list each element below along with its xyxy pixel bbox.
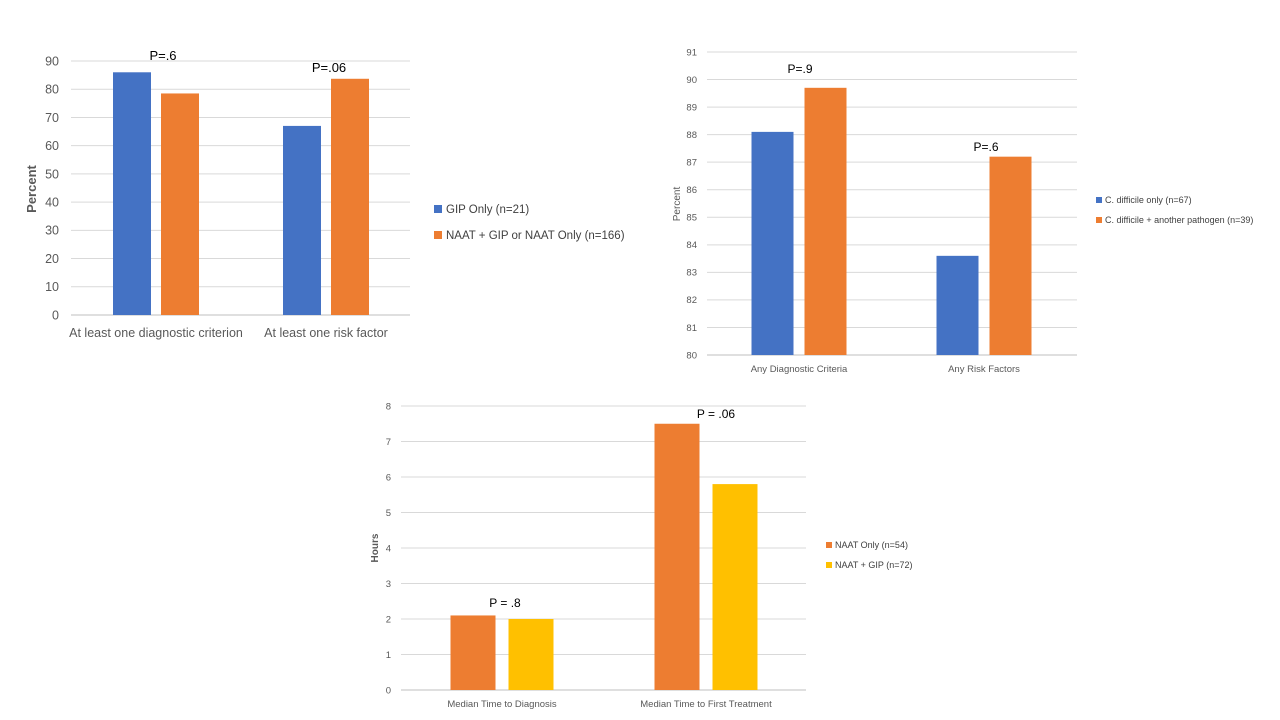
y-tick-label: 80 <box>45 83 59 97</box>
chart-1-yticks: 0 10 20 30 40 50 60 70 80 90 <box>45 54 59 322</box>
legend-label: GIP Only (n=21) <box>446 204 529 216</box>
chart-2-bars <box>751 87 1032 356</box>
y-tick-label: 50 <box>45 167 59 181</box>
legend-label: C. difficile + another pathogen (n=39) <box>1105 215 1253 225</box>
legend-swatch <box>826 542 832 548</box>
chart-1-legend: GIP Only (n=21) NAAT + GIP or NAAT Only … <box>434 204 625 242</box>
y-axis-label: Percent <box>672 187 683 222</box>
legend-swatch <box>434 231 442 239</box>
legend-swatch <box>434 205 442 213</box>
legend-swatch <box>1096 197 1102 203</box>
y-tick-label: 20 <box>45 252 59 266</box>
bar <box>508 619 554 690</box>
y-tick-label: 89 <box>686 102 697 113</box>
x-category-label: Median Time to First Treatment <box>640 699 772 710</box>
bar <box>450 615 496 690</box>
y-tick-label: 85 <box>686 213 697 224</box>
y-tick-label: 1 <box>386 650 391 661</box>
legend-swatch <box>1096 217 1102 223</box>
y-tick-label: 8 <box>386 401 391 412</box>
y-tick-label: 7 <box>386 437 391 448</box>
chart-3-xlabels: Median Time to Diagnosis Median Time to … <box>447 699 772 710</box>
legend-swatch <box>826 562 832 568</box>
y-tick-label: 5 <box>386 508 391 519</box>
chart-3-yticks: 0 1 2 3 4 5 6 7 8 <box>386 401 391 696</box>
bar <box>804 87 847 356</box>
p-value-annotation: P=.9 <box>787 62 812 76</box>
chart-1-annotations: P=.6 P=.06 <box>149 48 346 75</box>
bar <box>161 93 199 315</box>
chart-2-xlabels: Any Diagnostic Criteria Any Risk Factors <box>751 364 1020 375</box>
y-tick-label: 81 <box>686 323 697 334</box>
y-tick-label: 80 <box>686 350 697 361</box>
chart-1-xlabels: At least one diagnostic criterion At lea… <box>69 326 388 340</box>
y-tick-label: 0 <box>386 685 391 696</box>
legend-label: NAAT + GIP or NAAT Only (n=166) <box>446 230 625 242</box>
bar <box>712 484 758 690</box>
p-value-annotation: P=.6 <box>973 140 998 154</box>
chart-3-annotations: P = .8 P = .06 <box>489 407 735 610</box>
x-category-label: At least one diagnostic criterion <box>69 326 243 340</box>
chart-1-bars <box>113 72 369 316</box>
chart-2-annotations: P=.9 P=.6 <box>787 62 998 154</box>
y-tick-label: 60 <box>45 139 59 153</box>
y-tick-label: 2 <box>386 614 391 625</box>
p-value-annotation: P=.6 <box>149 48 176 63</box>
chart-3-bars <box>450 423 758 690</box>
y-tick-label: 83 <box>686 268 697 279</box>
legend-label: NAAT + GIP (n=72) <box>835 560 913 570</box>
bar <box>936 255 979 355</box>
y-tick-label: 30 <box>45 224 59 238</box>
y-tick-label: 90 <box>45 54 59 68</box>
chart-2-yticks: 80 81 82 83 84 85 86 87 88 89 90 91 <box>686 47 697 361</box>
y-tick-label: 86 <box>686 185 697 196</box>
y-axis-label: Percent <box>24 164 39 212</box>
chart-2-legend: C. difficile only (n=67) C. difficile + … <box>1096 195 1253 225</box>
bar <box>989 156 1032 355</box>
y-tick-label: 6 <box>386 472 391 483</box>
y-tick-label: 4 <box>386 543 391 554</box>
y-tick-label: 0 <box>52 308 59 322</box>
y-tick-label: 10 <box>45 280 59 294</box>
y-tick-label: 88 <box>686 130 697 141</box>
x-category-label: Median Time to Diagnosis <box>447 699 557 710</box>
y-tick-label: 70 <box>45 111 59 125</box>
p-value-annotation: P=.06 <box>312 60 346 75</box>
y-axis-label: Hours <box>370 533 381 562</box>
y-tick-label: 3 <box>386 579 391 590</box>
x-category-label: Any Diagnostic Criteria <box>751 364 848 375</box>
bar <box>331 78 369 315</box>
y-tick-label: 91 <box>686 47 697 58</box>
x-category-label: At least one risk factor <box>264 326 388 340</box>
p-value-annotation: P = .8 <box>489 596 521 610</box>
bar <box>113 72 151 316</box>
bar <box>751 131 794 355</box>
y-tick-label: 82 <box>686 295 697 306</box>
y-tick-label: 40 <box>45 195 59 209</box>
chart-3-legend: NAAT Only (n=54) NAAT + GIP (n=72) <box>826 540 913 570</box>
bar <box>654 423 700 690</box>
legend-label: NAAT Only (n=54) <box>835 540 908 550</box>
bar <box>283 125 321 316</box>
y-tick-label: 87 <box>686 158 697 169</box>
x-category-label: Any Risk Factors <box>948 364 1020 375</box>
y-tick-label: 90 <box>686 75 697 86</box>
p-value-annotation: P = .06 <box>697 407 735 421</box>
legend-label: C. difficile only (n=67) <box>1105 195 1192 205</box>
y-tick-label: 84 <box>686 240 697 251</box>
